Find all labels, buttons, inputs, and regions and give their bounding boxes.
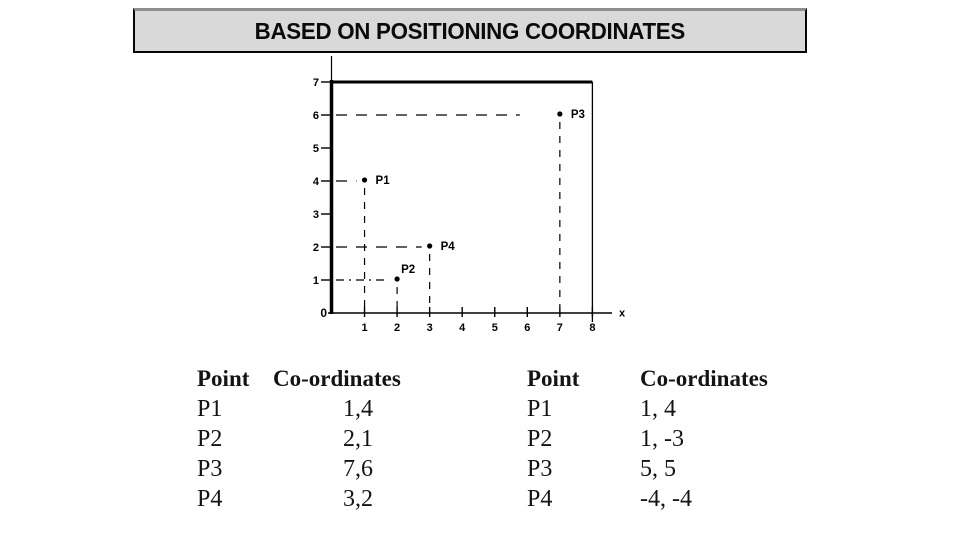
- x-tick-label-8: 8: [589, 322, 595, 334]
- coords-cell: 1, 4: [640, 396, 676, 422]
- point-label-P4: P4: [441, 241, 456, 253]
- y-tick-label-4: 4: [313, 176, 320, 188]
- title-banner: BASED ON POSITIONING COORDINATES: [133, 8, 807, 53]
- y-tick-label-3: 3: [313, 209, 319, 221]
- point-cell: P3: [527, 456, 553, 482]
- x-tick-label-1: 1: [361, 322, 367, 334]
- x-axis-label: x: [619, 308, 626, 320]
- point-cell: P1: [527, 396, 553, 422]
- column-header-coordinates: Co-ordinates: [273, 366, 401, 391]
- y-tick-label-6: 6: [313, 110, 319, 122]
- x-tick-label-5: 5: [492, 322, 498, 334]
- point-cell: P1: [197, 396, 223, 422]
- point-cell: P2: [197, 426, 223, 452]
- x-tick-label-4: 4: [459, 322, 466, 334]
- data-point-P2: [394, 276, 400, 282]
- data-point-P4: [427, 243, 433, 249]
- origin-label: 0: [320, 306, 327, 320]
- data-point-P1: [361, 177, 368, 183]
- y-tick-label-1: 1: [313, 275, 319, 287]
- column-header-point: Point: [197, 366, 250, 391]
- point-cell: P4: [527, 486, 553, 512]
- y-tick-label-2: 2: [313, 242, 319, 254]
- coords-cell: -4, -4: [640, 486, 692, 512]
- column-header-coordinates: Co-ordinates: [640, 366, 768, 391]
- coords-cell: 7,6: [343, 456, 373, 482]
- coords-cell: 1,4: [343, 396, 373, 422]
- x-tick-label-7: 7: [557, 322, 563, 334]
- coords-cell: 2,1: [343, 426, 373, 452]
- coords-cell: 5, 5: [640, 456, 676, 482]
- positioning-coordinates-plot: 1 2 3 4 5 6 7 8 1 2 3 4 5 6 7 0 x P1 P2 P3 P4: [313, 56, 626, 334]
- column-header-point: Point: [527, 366, 580, 391]
- coords-cell: 3,2: [343, 486, 373, 512]
- point-label-P2: P2: [401, 264, 415, 276]
- point-cell: P3: [197, 456, 223, 482]
- data-point-P3: [557, 111, 563, 117]
- y-tick-label-5: 5: [313, 143, 319, 155]
- point-label-P1: P1: [376, 175, 391, 187]
- x-tick-label-3: 3: [427, 322, 433, 334]
- point-cell: P2: [527, 426, 553, 452]
- slide-title: BASED ON POSITIONING COORDINATES: [254, 17, 686, 44]
- y-tick-label-7: 7: [313, 77, 319, 89]
- x-tick-label-6: 6: [524, 322, 530, 334]
- coords-cell: 1, -3: [640, 426, 684, 452]
- point-label-P3: P3: [571, 109, 585, 121]
- point-cell: P4: [197, 486, 223, 512]
- x-tick-label-2: 2: [394, 322, 400, 334]
